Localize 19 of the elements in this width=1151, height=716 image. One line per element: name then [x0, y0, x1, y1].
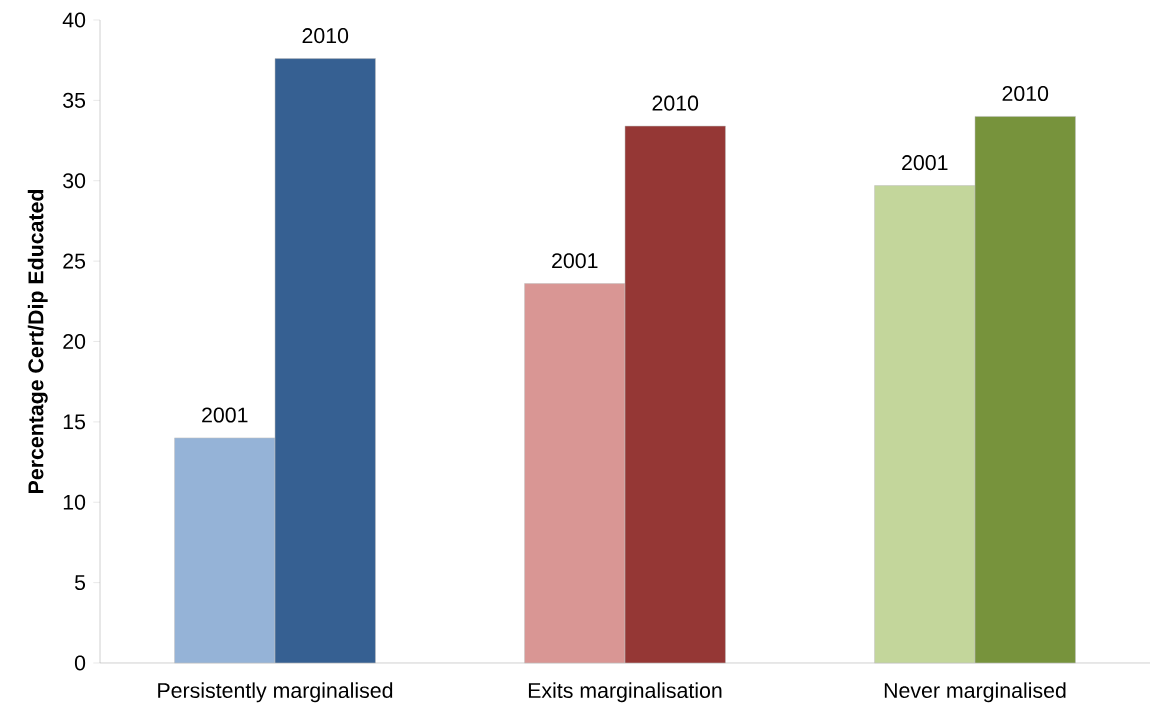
y-tick-label: 30 — [63, 173, 86, 189]
y-tick-label: 5 — [74, 575, 86, 591]
y-tick-label: 20 — [63, 333, 86, 350]
x-tick-label: Persistently marginalised — [158, 682, 393, 703]
x-tick-label: Never marginalised — [884, 682, 1066, 703]
text: 2010 — [1002, 85, 1049, 102]
y-tick-label: 0 — [74, 655, 86, 671]
series-label: 2010 — [302, 28, 349, 44]
series-label: 2001 — [202, 407, 248, 423]
y-tick-label: 10 — [63, 494, 86, 510]
y-tick-label: 15 — [63, 414, 86, 430]
y-axis-title: Percentage Cert/Dip Educated — [27, 190, 48, 493]
y-tick-label: 25 — [63, 253, 86, 269]
text: 2001 — [552, 253, 598, 269]
y-tick-label: 40 — [62, 12, 86, 28]
text: 2010 — [652, 95, 699, 111]
x-tick-label: Exits marginalisation — [528, 682, 722, 703]
y-tick-label: 35 — [63, 92, 86, 108]
text: 2001 — [902, 155, 948, 171]
